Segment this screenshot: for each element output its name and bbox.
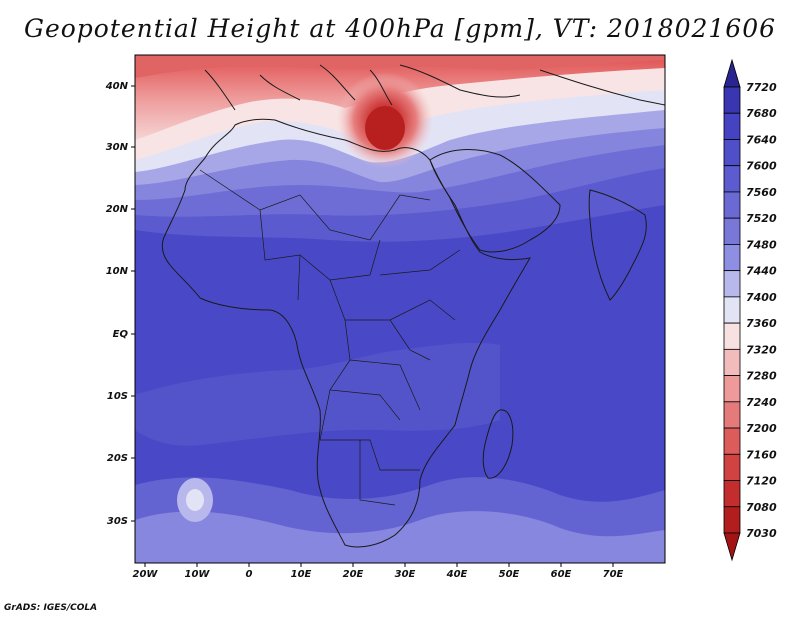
colorbar-label: 7520 [746,212,777,225]
lon-label: 10W [185,569,211,580]
lon-label: 0 [246,569,253,580]
map-panel [135,55,665,563]
colorbar-label: 7440 [746,265,777,278]
colorbar-label: 7360 [746,317,777,330]
colorbar-label: 7080 [746,501,777,514]
colorbar-swatch [723,270,741,298]
africa-coastline [161,118,531,548]
colorbar-label: 7640 [746,133,777,146]
colorbar-swatch [723,480,741,508]
map-frame [134,54,666,564]
map-title: Geopotential Height at 400hPa [gpm], VT:… [23,14,777,43]
colorbar-label: 7200 [746,422,777,435]
credit-label: GrADS: IGES/COLA [4,603,98,613]
colorbar: 7720 7680 7640 7600 7560 7520 7480 7440 7400 7360… [723,58,777,562]
lon-label: 50E [499,569,520,580]
colorbar-label: 7030 [746,527,777,540]
colorbar-swatch [723,427,741,455]
lat-label: EQ [113,329,129,340]
colorbar-label: 7600 [746,160,777,173]
arabia-coastline [429,149,561,253]
colorbar-swatch [723,139,741,167]
lon-label: 30E [395,569,416,580]
lon-label: 60E [551,569,572,580]
colorbar-label: 7160 [746,448,777,461]
colorbar-swatch [723,375,741,403]
lon-label: 20W [133,569,159,580]
colorbar-label: 7480 [746,238,777,251]
lon-ticks [144,563,614,567]
colorbar-swatch [723,165,741,193]
low-pressure-center [365,106,405,150]
country-borders [199,169,461,506]
colorbar-swatch [723,244,741,272]
europe-coastline [204,64,665,111]
height-cell-south-atlantic-core [186,489,204,511]
lat-label: 40N [105,81,129,92]
colorbar-label: 7680 [746,107,777,120]
colorbar-swatch [723,296,741,324]
height-band-south-7480 [135,511,665,563]
colorbar-label: 7400 [746,291,777,304]
lat-label: 30S [107,516,128,527]
colorbar-swatch [723,348,741,376]
lon-label: 20E [343,569,364,580]
colorbar-swatch [723,191,741,219]
colorbar-swatch [723,322,741,350]
colorbar-swatch [723,401,741,429]
longitude-axis: 20W 10W 0 10E 20E 30E 40E 50E 60E 70E [133,569,624,580]
lat-label: 20N [106,204,129,215]
colorbar-swatch [723,506,741,534]
coastlines [161,64,665,548]
madagascar-coastline [482,409,514,479]
height-band-7200 [135,55,665,78]
colorbar-max-arrow [723,58,741,88]
colorbar-label: 7280 [746,370,777,383]
colorbar-label: 7720 [746,81,777,94]
colorbar-label: 7240 [746,396,777,409]
colorbar-label: 7120 [746,475,777,488]
colorbar-label: 7320 [746,343,777,356]
colorbar-min-arrow [723,532,741,562]
colorbar-label: 7560 [746,186,777,199]
colorbar-swatch [723,112,741,140]
lon-label: 70E [603,569,624,580]
lat-label: 30N [106,142,129,153]
india-coastline [588,189,647,301]
lat-label: 20S [107,453,128,464]
lon-label: 40E [446,569,468,580]
height-band-central-7560 [135,342,500,446]
lat-label: 10S [107,391,128,402]
lat-label: 10N [106,266,129,277]
latitude-axis: 40N 30N 20N 10N EQ 10S 20S 30S [105,81,129,527]
lon-label: 10E [291,569,312,580]
height-band-7320 [135,55,665,140]
colorbar-swatch [723,217,741,245]
colorbar-swatch [723,453,741,481]
lat-ticks [131,85,135,522]
colorbar-swatch [723,86,741,114]
